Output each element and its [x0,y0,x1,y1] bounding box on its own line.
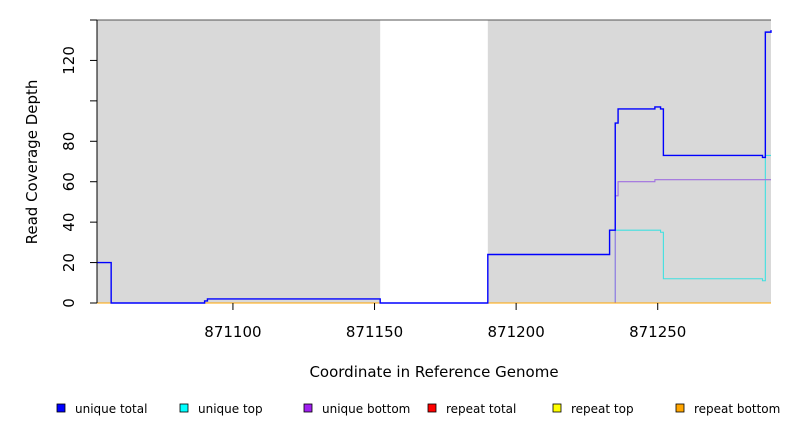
series-line-unique-bottom [97,179,771,304]
series-lines [97,30,772,304]
legend-swatch [303,403,313,413]
y-axis: 0 20 40 60 80 120 [60,19,98,308]
y-tick-label: 60 [60,172,78,191]
x-axis: 871100 871150 871200 871250 [204,303,686,341]
legend-label: unique total [75,402,147,416]
x-axis-title: Coordinate in Reference Genome [309,363,558,381]
legend-swatch [179,403,189,413]
x-tick-label: 871250 [629,323,686,341]
legend-swatch [56,403,66,413]
x-tick-label: 871100 [204,323,261,341]
y-tick-label: 80 [60,132,78,151]
legend-item-repeat-top: repeat top [552,402,634,416]
shaded-region-1 [97,20,381,303]
y-tick-label: 40 [60,213,78,232]
y-axis-title: Read Coverage Depth [23,80,41,245]
x-tick-label: 871200 [487,323,544,341]
legend-item-repeat-total: repeat total [427,402,516,416]
legend-label: unique top [198,402,263,416]
legend-label: repeat bottom [694,402,780,416]
x-tick-label: 871150 [346,323,403,341]
y-tick-label: 20 [60,253,78,272]
shaded-regions [97,20,771,303]
series-line-unique-total [97,30,772,304]
legend-item-unique-bottom: unique bottom [303,402,410,416]
legend-label: repeat total [446,402,516,416]
legend-item-unique-top: unique top [179,402,263,416]
y-tick-label: 0 [60,298,78,308]
legend-swatch [675,403,685,413]
legend-swatch [427,403,437,413]
legend-swatch [552,403,562,413]
shaded-region-2 [487,20,771,303]
legend-item-unique-total: unique total [56,402,147,416]
y-tick-label: 120 [60,46,78,75]
legend-label: unique bottom [322,402,410,416]
legend-label: repeat top [571,402,634,416]
legend-item-repeat-bottom: repeat bottom [675,402,780,416]
legend: unique total unique top unique bottom repea… [56,402,780,416]
